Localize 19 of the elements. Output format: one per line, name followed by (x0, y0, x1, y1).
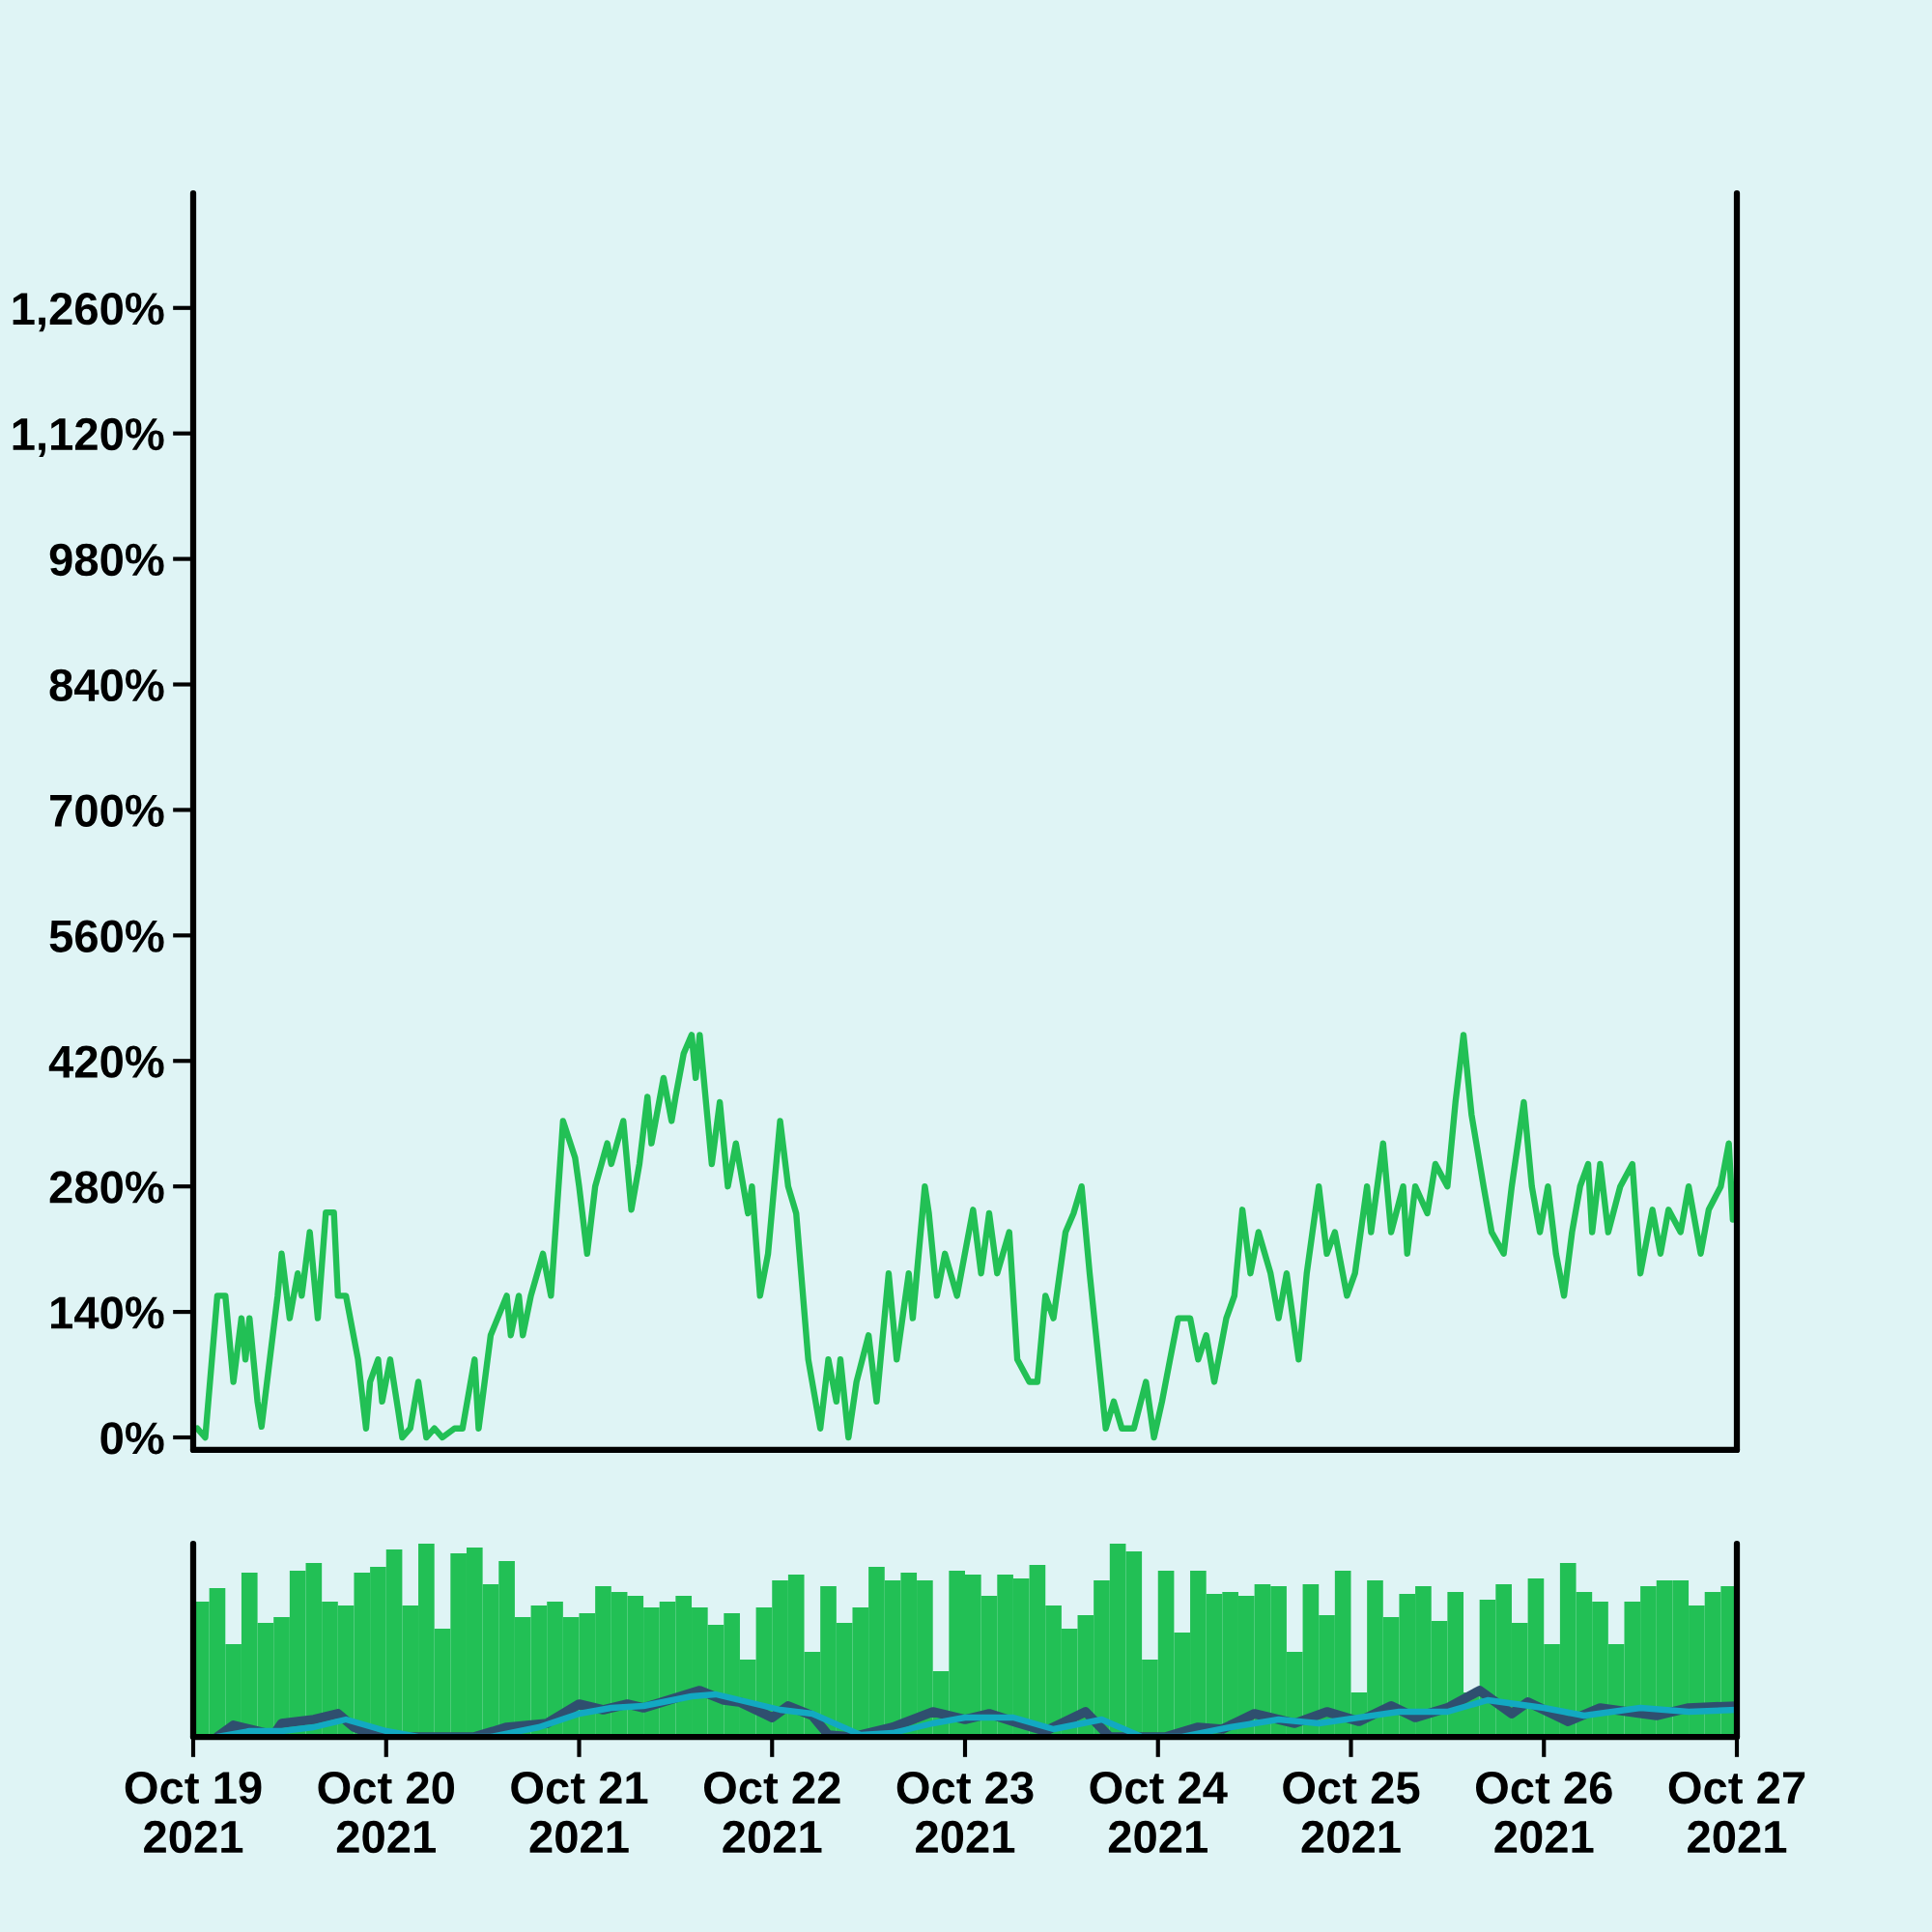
y-tick-label: 420% (48, 1045, 164, 1078)
x-tick-label: Oct 24 2021 (1090, 1771, 1228, 1854)
x-tick-label: Oct 20 2021 (318, 1771, 454, 1854)
x-tick-label: Oct 26 2021 (1476, 1771, 1612, 1854)
y-tick-label: 1,120% (13, 417, 164, 458)
y-tick-label: 700% (50, 794, 164, 828)
y-tick-label: 560% (49, 920, 164, 952)
x-tick-label: Oct 25 2021 (1283, 1771, 1420, 1854)
x-tick-label: Oct 21 2021 (511, 1771, 648, 1854)
y-tick-label: 1,260% (13, 292, 164, 332)
y-tick-label: 840% (49, 668, 164, 702)
x-tick-label: Oct 22 2021 (704, 1771, 840, 1854)
y-tick-label: 140% (51, 1296, 164, 1329)
x-tick-label: Oct 27 2021 (1668, 1771, 1805, 1854)
x-tick-label: Oct 19 2021 (125, 1771, 262, 1854)
y-tick-label: 980% (49, 543, 164, 577)
y-tick-label: 280% (49, 1171, 164, 1204)
x-tick-label: Oct 23 2021 (896, 1771, 1034, 1854)
y-tick-label: 0% (100, 1422, 164, 1455)
